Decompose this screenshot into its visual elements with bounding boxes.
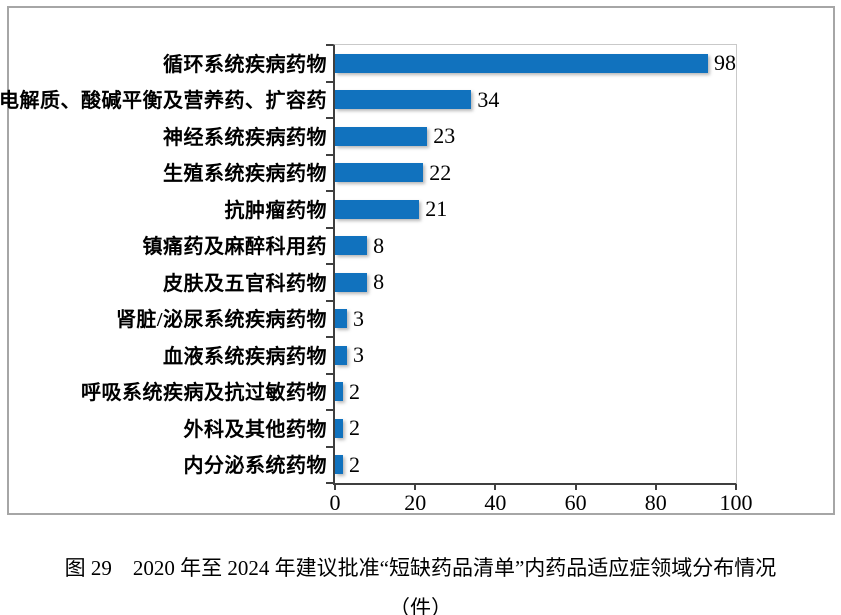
category-row: 神经系统疾病药物 [9,117,327,154]
bar [335,53,708,73]
chart-caption-unit: （件） [389,596,452,615]
value-label: 21 [425,196,448,222]
y-axis-tick [326,190,333,192]
bar [335,345,348,365]
category-label: 呼吸系统疾病及抗过敏药物 [81,382,327,405]
x-tick-label: 40 [484,490,507,515]
bar-row: 98 [335,45,736,82]
bar-row: 8 [335,228,736,265]
category-label: 血液系统疾病药物 [163,345,327,368]
y-axis-tick [326,336,333,338]
category-row: 呼吸系统疾病及抗过敏药物 [9,373,327,410]
category-row: 内分泌系统药物 [9,446,327,483]
category-row: 循环系统疾病药物 [9,44,327,81]
bar [335,309,348,329]
category-label: 生殖系统疾病药物 [163,163,327,186]
y-axis-tick [326,445,333,448]
plot-area: 98 34 23 22 21 8 8 3 3 2 2 2 [333,44,737,485]
x-tick-label: 60 [564,490,587,515]
bar-row: 23 [335,118,736,155]
bar-row: 34 [335,82,736,119]
category-label: 神经系统疾病药物 [163,126,327,149]
figure-border: 循环系统疾病药物电解质、酸碱平衡及营养药、扩容药神经系统疾病药物 生殖系统疾病药物… [0,6,835,515]
category-labels-column: 循环系统疾病药物电解质、酸碱平衡及营养药、扩容药神经系统疾病药物 生殖系统疾病药物… [0,44,327,483]
y-axis-tick [326,226,333,229]
x-axis-tick [334,484,336,490]
category-row: 抗肿瘤药物 [9,190,327,227]
y-axis-tick [326,153,333,156]
x-axis-tick [735,484,737,490]
x-tick-label: 100 [719,490,753,515]
y-axis-tick [326,44,333,46]
bar-row: 8 [335,264,736,301]
y-axis-tick [326,372,333,375]
value-label: 34 [477,86,500,112]
category-row: 皮肤及五官科药物 [9,263,327,300]
x-axis-tick [494,484,497,490]
y-axis-tick [326,263,333,265]
category-label: 内分泌系统药物 [183,455,327,478]
bar-row: 2 [335,410,736,447]
y-axis-tick [326,409,333,411]
bar-row: 2 [335,447,736,484]
category-row: 生殖系统疾病药物 [9,154,327,191]
chart-caption: 图 29 2020 年至 2024 年建议批准“短缺药品清单”内药品适应症领域分… [64,556,777,580]
category-row: 外科及其他药物 [9,409,327,446]
category-label: 皮肤及五官科药物 [163,272,327,295]
y-axis-tick [326,482,333,484]
x-axis-tick [654,484,657,490]
category-row: 镇痛药及麻醉科用药 [9,227,327,264]
category-label: 外科及其他药物 [183,418,327,441]
bar [335,126,428,146]
bar [335,382,344,402]
value-label: 2 [349,451,361,477]
value-label: 2 [349,378,361,404]
value-label: 23 [433,123,456,149]
y-axis-tick [326,117,333,119]
category-label: 循环系统疾病药物 [163,53,327,76]
bar-row: 2 [335,374,736,411]
bar-row: 21 [335,191,736,228]
category-label: 镇痛药及麻醉科用药 [142,236,327,259]
value-label: 22 [429,159,452,185]
bar [335,163,424,183]
y-axis-tick [326,80,333,83]
x-tick-label: 20 [404,490,427,515]
category-row: 血液系统疾病药物 [9,336,327,373]
bar [335,455,344,475]
x-tick-label: 0 [329,490,341,515]
x-axis-tick [574,484,577,490]
value-label: 8 [373,269,385,295]
value-label: 3 [353,305,365,331]
bar-row: 3 [335,301,736,338]
category-label: 肾脏/泌尿系统疾病药物 [115,309,327,332]
x-axis-tick [414,484,417,490]
y-axis-tick [326,299,333,302]
bar [335,236,368,256]
bar-row: 3 [335,337,736,374]
bar-row: 22 [335,155,736,192]
x-tick-label: 80 [644,490,667,515]
value-label: 8 [373,232,385,258]
bar [335,418,344,438]
category-label: 抗肿瘤药物 [224,199,327,222]
bar [335,199,420,219]
category-row: 电解质、酸碱平衡及营养药、扩容药 [0,81,327,118]
category-label: 电解质、酸碱平衡及营养药、扩容药 [0,90,327,113]
bar [335,90,472,110]
bar [335,272,368,292]
value-label: 2 [349,415,361,441]
value-label: 3 [353,342,365,368]
value-label: 98 [714,50,736,76]
category-row: 肾脏/泌尿系统疾病药物 [9,300,327,337]
